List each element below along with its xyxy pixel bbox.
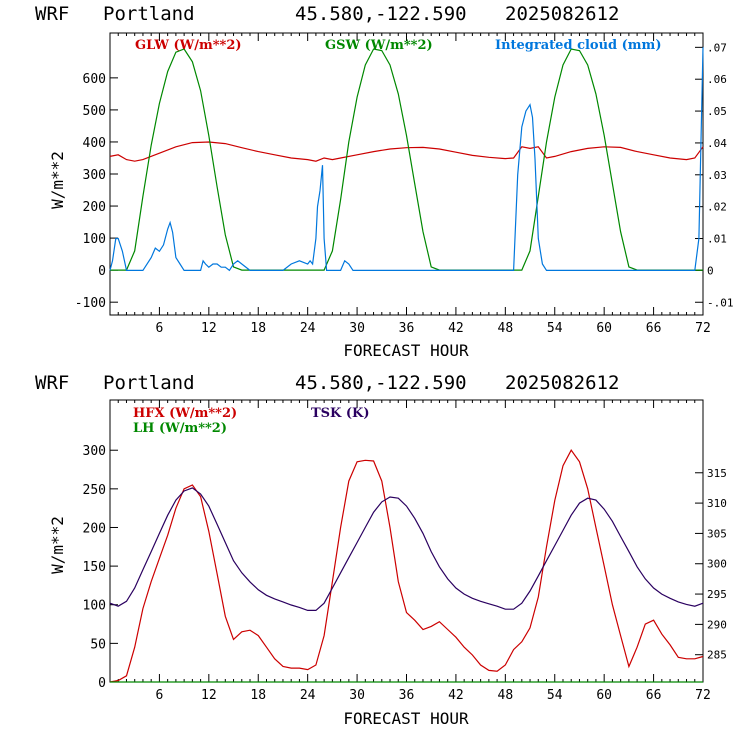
y-tick-label: -100 [75,296,106,311]
series-glw-line [109,141,704,162]
top-header-run: 2025082612 [505,3,619,25]
y2-tick-label: 315 [707,467,727,480]
y-tick-label: 300 [83,444,106,459]
y2-tick-label: 310 [707,497,727,510]
legend-gsw: GSW (W/m**2) [325,38,433,53]
bottom-x-axis-label: FORECAST HOUR [343,709,469,728]
x-tick-label: 6 [156,321,164,336]
x-tick-label: 18 [250,688,266,703]
y-tick-label: 250 [83,483,106,498]
y2-tick-label: 300 [707,558,727,571]
y2-tick-label: 290 [707,618,727,631]
bottom-y-axis-label: W/m**2 [48,516,67,574]
x-tick-label: 6 [156,688,164,703]
top-x-axis-label: FORECAST HOUR [343,341,469,360]
y2-tick-label: .04 [707,137,727,150]
bottom-header-model: WRF [35,372,69,394]
x-tick-label: 30 [349,688,365,703]
top-series-group [109,47,704,272]
y-tick-label: 100 [83,599,106,614]
x-tick-label: 12 [201,321,217,336]
y2-tick-label: .01 [707,233,727,246]
y2-tick-label: .03 [707,169,727,182]
y-tick-label: 0 [98,264,106,279]
y-tick-label: 200 [83,521,106,536]
y2-tick-label: 0 [707,264,714,277]
bottom-header-coords: 45.580,-122.590 [295,372,467,394]
y2-tick-label: 295 [707,588,727,601]
y-tick-label: 500 [83,104,106,119]
x-tick-label: 12 [201,688,217,703]
x-tick-label: 42 [448,688,464,703]
x-tick-label: 72 [695,321,711,336]
top-header-site: Portland [103,3,195,25]
x-tick-label: 42 [448,321,464,336]
bottom-header-site: Portland [103,372,195,394]
x-tick-label: 36 [399,688,415,703]
bottom-series-group [109,449,704,683]
series-gsw-line [110,48,703,271]
y-tick-label: 150 [83,560,106,575]
bottom-axis-ticks: 6 12 18 24 30 36 42 48 54 60 66 72 0 50 100 150 200 250 30… [83,400,727,703]
x-tick-label: 54 [547,688,563,703]
series-hfx-line [109,449,704,683]
legend-hfx: HFX (W/m**2) [133,406,237,421]
y-tick-label: 400 [83,136,106,151]
x-tick-label: 24 [300,688,316,703]
y2-tick-label: .07 [707,41,727,54]
y-tick-label: 600 [83,72,106,87]
y-tick-label: 200 [83,200,106,215]
x-tick-label: 60 [596,688,612,703]
y-tick-label: 50 [90,637,106,652]
y2-tick-label: .05 [707,105,727,118]
x-tick-label: 66 [646,321,662,336]
legend-lh: LH (W/m**2) [133,421,227,436]
x-tick-label: 54 [547,321,563,336]
y2-tick-label: .06 [707,73,727,86]
x-tick-label: 36 [399,321,415,336]
bottom-header-run: 2025082612 [505,372,619,394]
y-tick-label: 100 [83,232,106,247]
bottom-panel: 6 12 18 24 30 36 42 48 54 60 66 72 0 50 100 150 200 250 30… [48,399,727,728]
top-y-axis-label: W/m**2 [48,151,67,209]
x-tick-label: 66 [646,688,662,703]
y2-tick-label: 305 [707,527,727,540]
y-tick-label: 300 [83,168,106,183]
x-tick-label: 30 [349,321,365,336]
top-header-model: WRF [35,3,69,25]
y-tick-label: 0 [98,676,106,691]
top-panel: 6 12 18 24 30 36 42 48 54 60 66 72 -100 0 100 200 300 400… [48,32,734,360]
x-tick-label: 60 [596,321,612,336]
legend-cloud: Integrated cloud (mm) [495,38,661,53]
x-tick-label: 48 [498,688,514,703]
y2-tick-label: .02 [707,201,727,214]
x-tick-label: 72 [695,688,711,703]
bottom-plot-frame [109,399,704,683]
y2-tick-label: 285 [707,649,727,662]
series-tsk-line [109,487,704,612]
top-plot-frame [109,32,704,316]
legend-glw: GLW (W/m**2) [135,38,242,53]
top-header-coords: 45.580,-122.590 [295,3,467,25]
series-cloud-line [109,47,704,272]
top-axis-ticks: 6 12 18 24 30 36 42 48 54 60 66 72 -100 0 100 200 300 400… [75,33,734,336]
x-tick-label: 18 [250,321,266,336]
legend-tsk: TSK (K) [311,406,370,421]
x-tick-label: 48 [498,321,514,336]
y2-tick-label: -.01 [707,296,734,309]
x-tick-label: 24 [300,321,316,336]
